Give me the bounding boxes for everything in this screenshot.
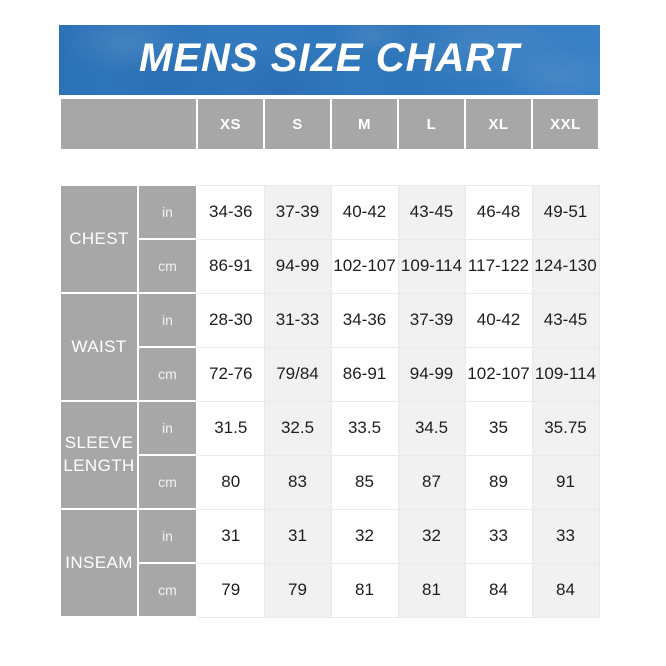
table-row: SLEEVE LENGTH in 31.5 32.5 33.5 34.5 35 … [59, 400, 600, 510]
unit-label: cm [137, 238, 198, 294]
size-value: 80 [196, 454, 265, 510]
size-value: 102-107 [330, 238, 399, 294]
row-group-label-sleeve-length: SLEEVE LENGTH [59, 400, 139, 510]
size-value: 84 [531, 562, 600, 618]
table-row: CHEST in 34-36 37-39 40-42 43-45 46-48 4… [59, 184, 600, 294]
unit-label: in [137, 292, 198, 348]
size-value: 102-107 [464, 346, 533, 402]
unit-label: in [137, 508, 198, 564]
size-value: 37-39 [397, 292, 466, 348]
mens-size-chart: MENS SIZE CHART XS S M L XL XXL CHEST in… [59, 25, 600, 618]
corner-cell [59, 97, 198, 151]
table-row: cm 80 83 85 87 89 91 [60, 454, 600, 510]
size-value: 79 [263, 562, 332, 618]
size-value: 34.5 [397, 400, 466, 456]
col-header-xxl: XXL [531, 97, 600, 151]
size-value: 79 [196, 562, 265, 618]
table-row: cm 72-76 79/84 86-91 94-99 102-107 109-1… [60, 346, 600, 402]
size-value: 94-99 [397, 346, 466, 402]
unit-label: in [137, 400, 198, 456]
size-value: 31.5 [196, 400, 265, 456]
size-value: 33.5 [330, 400, 399, 456]
row-group-label-inseam: INSEAM [59, 508, 139, 618]
size-value: 34-36 [330, 292, 399, 348]
table-row: cm 86-91 94-99 102-107 109-114 117-122 1… [60, 238, 600, 294]
size-value: 109-114 [397, 238, 466, 294]
chart-title: MENS SIZE CHART [139, 36, 520, 80]
size-value: 79/84 [263, 346, 332, 402]
size-value: 72-76 [196, 346, 265, 402]
col-header-m: M [330, 97, 399, 151]
size-value: 84 [464, 562, 533, 618]
col-header-xs: XS [196, 97, 265, 151]
size-value: 34-36 [196, 184, 265, 240]
row-group-label-waist: WAIST [59, 292, 139, 402]
size-value: 35 [464, 400, 533, 456]
size-value: 40-42 [464, 292, 533, 348]
size-value: 37-39 [263, 184, 332, 240]
size-value: 49-51 [531, 184, 600, 240]
size-value: 28-30 [196, 292, 265, 348]
size-value: 117-122 [464, 238, 533, 294]
size-value: 32 [330, 508, 399, 564]
table-row: WAIST in 28-30 31-33 34-36 37-39 40-42 4… [59, 292, 600, 402]
size-value: 40-42 [330, 184, 399, 240]
size-value: 33 [464, 508, 533, 564]
size-value: 109-114 [531, 346, 600, 402]
size-value: 46-48 [464, 184, 533, 240]
size-value: 89 [464, 454, 533, 510]
size-value: 32 [397, 508, 466, 564]
size-value: 33 [531, 508, 600, 564]
size-value: 35.75 [531, 400, 600, 456]
size-value: 81 [397, 562, 466, 618]
size-value: 87 [397, 454, 466, 510]
size-value: 86-91 [330, 346, 399, 402]
size-value: 31 [263, 508, 332, 564]
col-header-xl: XL [464, 97, 533, 151]
size-value: 124-130 [531, 238, 600, 294]
table-row: INSEAM in 31 31 32 32 33 33 [59, 508, 600, 618]
unit-label: cm [137, 346, 198, 402]
size-value: 31-33 [263, 292, 332, 348]
size-value: 81 [330, 562, 399, 618]
size-table: XS S M L XL XXL CHEST in 34-36 37-39 40-… [59, 97, 600, 618]
size-value: 86-91 [196, 238, 265, 294]
size-value: 31 [196, 508, 265, 564]
unit-label: cm [137, 454, 198, 510]
size-value: 91 [531, 454, 600, 510]
unit-label: cm [137, 562, 198, 618]
table-spacer [60, 150, 599, 185]
table-row: cm 79 79 81 81 84 84 [60, 562, 600, 618]
size-value: 85 [330, 454, 399, 510]
col-header-s: S [263, 97, 332, 151]
size-header-row: XS S M L XL XXL [59, 97, 600, 151]
chart-banner: MENS SIZE CHART [59, 25, 600, 95]
size-value: 32.5 [263, 400, 332, 456]
row-group-label-chest: CHEST [59, 184, 139, 294]
unit-label: in [137, 184, 198, 240]
size-value: 94-99 [263, 238, 332, 294]
col-header-l: L [397, 97, 466, 151]
size-value: 43-45 [397, 184, 466, 240]
size-value: 43-45 [531, 292, 600, 348]
size-value: 83 [263, 454, 332, 510]
